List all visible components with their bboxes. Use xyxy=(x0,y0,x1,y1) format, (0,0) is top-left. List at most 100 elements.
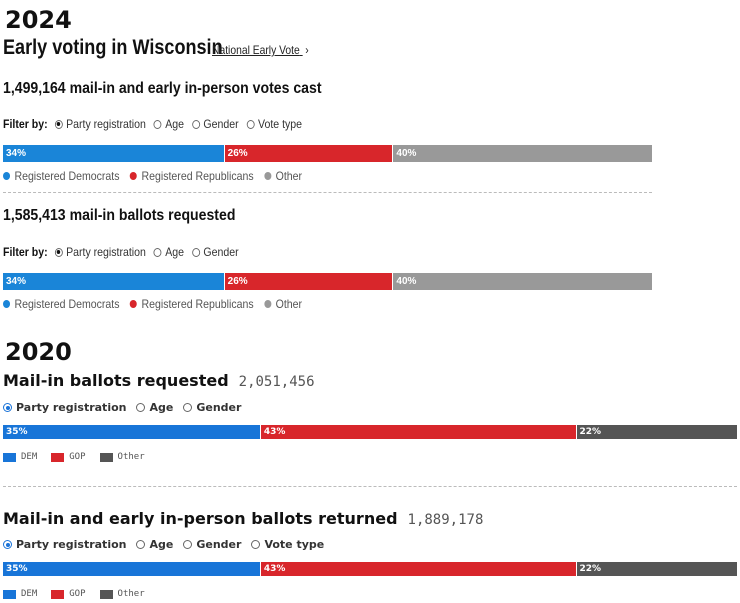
votes-cast-bar: 34% 26% 40% xyxy=(3,145,652,162)
filter-option-gender[interactable]: Gender xyxy=(183,401,241,414)
filter-option-label: Age xyxy=(149,401,174,414)
legend-item-dem: DEM xyxy=(3,589,37,599)
filter-option-party-registration[interactable]: Party registration xyxy=(3,538,126,551)
legend-item-dem: Registered Democrats xyxy=(3,297,120,311)
bar-segment-dem: 34% xyxy=(3,273,224,290)
filter-option-label: Gender xyxy=(203,245,239,259)
section-divider xyxy=(3,486,737,487)
mail-in-requested-bar: 35% 43% 22% xyxy=(3,425,737,439)
bar-segment-gop: 26% xyxy=(223,273,393,290)
legend-item-other: Other xyxy=(264,297,302,311)
legend-dot-icon xyxy=(130,172,138,180)
radio-icon xyxy=(183,403,193,412)
national-early-vote-link-label: National Early Vote xyxy=(212,43,300,57)
bar-segment-gop: 26% xyxy=(223,145,393,162)
radio-icon xyxy=(183,540,193,549)
radio-icon xyxy=(153,119,162,129)
legend-label: Other xyxy=(275,297,303,311)
mail-in-requested-filter: Party registration Age Gender xyxy=(3,401,251,414)
bar-segment-other: 22% xyxy=(575,562,737,576)
radio-icon xyxy=(191,247,200,257)
radio-icon xyxy=(3,403,12,412)
radio-icon xyxy=(54,119,63,129)
legend-item-other: Other xyxy=(99,589,145,599)
ballots-returned-title: Mail-in and early in-person ballots retu… xyxy=(3,509,398,528)
ballots-returned-legend: DEM GOP Other xyxy=(3,589,159,599)
votes-cast-count: 1,499,164 xyxy=(3,80,66,97)
bar-segment-dem: 35% xyxy=(3,562,260,576)
ballots-requested-label: mail-in ballots requested xyxy=(69,207,236,224)
legend-label: GOP xyxy=(69,589,86,599)
filter-option-label: Party registration xyxy=(66,117,146,131)
legend-item-gop: GOP xyxy=(51,452,86,462)
mail-in-requested-title: Mail-in ballots requested xyxy=(3,371,229,390)
filter-option-gender[interactable]: Gender xyxy=(183,538,241,551)
legend-label: GOP xyxy=(69,452,86,462)
radio-icon xyxy=(153,247,162,257)
mail-in-requested-count: 2,051,456 xyxy=(238,374,315,390)
legend-label: DEM xyxy=(21,452,38,462)
legend-item-dem: DEM xyxy=(3,452,37,462)
section-divider xyxy=(3,192,652,193)
radio-icon xyxy=(246,119,255,129)
filter-option-label: Age xyxy=(149,538,174,551)
filter-option-gender[interactable]: Gender xyxy=(191,117,239,131)
filter-option-age[interactable]: Age xyxy=(136,401,173,414)
filter-option-party-registration[interactable]: Party registration xyxy=(3,401,126,414)
legend-swatch-icon xyxy=(3,589,16,599)
legend-label: Other xyxy=(117,589,145,599)
filter-option-age[interactable]: Age xyxy=(153,245,185,259)
filter-option-label: Gender xyxy=(196,401,242,414)
filter-option-party-registration[interactable]: Party registration xyxy=(54,245,146,259)
year-heading-2024: 2024 xyxy=(5,6,72,34)
ballots-requested-legend: Registered Democrats Registered Republic… xyxy=(3,297,313,311)
filter-option-label: Gender xyxy=(203,117,239,131)
mail-in-requested-legend: DEM GOP Other xyxy=(3,452,159,462)
filter-option-gender[interactable]: Gender xyxy=(191,245,239,259)
mail-in-requested-heading: Mail-in ballots requested 2,051,456 xyxy=(3,371,315,390)
legend-label: Registered Republicans xyxy=(141,169,254,183)
legend-label: Registered Democrats xyxy=(14,169,120,183)
radio-icon xyxy=(136,403,146,412)
radio-icon xyxy=(251,540,261,549)
legend-label: Registered Democrats xyxy=(14,297,120,311)
chevron-right-icon: › xyxy=(305,43,309,57)
ballots-requested-count: 1,585,413 xyxy=(3,207,66,224)
radio-icon xyxy=(54,247,63,257)
filter-label: Filter by: xyxy=(3,117,48,131)
filter-option-label: Age xyxy=(165,245,185,259)
votes-cast-heading: 1,499,164 mail-in and early in-person vo… xyxy=(3,80,322,98)
filter-option-label: Party registration xyxy=(16,401,127,414)
ballots-requested-bar: 34% 26% 40% xyxy=(3,273,652,290)
filter-option-label: Vote type xyxy=(257,117,303,131)
legend-dot-icon xyxy=(264,300,272,308)
legend-label: Registered Republicans xyxy=(141,297,254,311)
radio-icon xyxy=(191,119,200,129)
legend-swatch-icon xyxy=(51,589,65,599)
filter-option-vote-type[interactable]: Vote type xyxy=(251,538,324,551)
page-title-row: Early voting in Wisconsin xyxy=(3,36,258,60)
national-early-vote-link[interactable]: National Early Vote › xyxy=(212,43,309,57)
ballots-returned-filter: Party registration Age Gender Vote type xyxy=(3,538,334,551)
bar-segment-other: 40% xyxy=(392,273,652,290)
legend-label: Other xyxy=(117,452,145,462)
filter-option-label: Age xyxy=(165,117,185,131)
legend-dot-icon xyxy=(264,172,272,180)
legend-label: Other xyxy=(275,169,303,183)
ballots-returned-heading: Mail-in and early in-person ballots retu… xyxy=(3,509,483,528)
filter-label: Filter by: xyxy=(3,245,48,259)
ballots-requested-filter: Filter by: Party registration Age Gender xyxy=(3,245,247,259)
votes-cast-label: mail-in and early in-person votes cast xyxy=(69,80,322,97)
legend-dot-icon xyxy=(3,172,11,180)
year-heading-2020: 2020 xyxy=(5,338,72,366)
filter-option-party-registration[interactable]: Party registration xyxy=(54,117,146,131)
legend-swatch-icon xyxy=(99,589,113,599)
legend-item-dem: Registered Democrats xyxy=(3,169,120,183)
bar-segment-other: 22% xyxy=(575,425,737,439)
legend-label: DEM xyxy=(21,589,38,599)
ballots-returned-count: 1,889,178 xyxy=(407,512,484,528)
filter-option-label: Party registration xyxy=(16,538,127,551)
filter-option-age[interactable]: Age xyxy=(153,117,185,131)
filter-option-vote-type[interactable]: Vote type xyxy=(246,117,303,131)
filter-option-age[interactable]: Age xyxy=(136,538,173,551)
